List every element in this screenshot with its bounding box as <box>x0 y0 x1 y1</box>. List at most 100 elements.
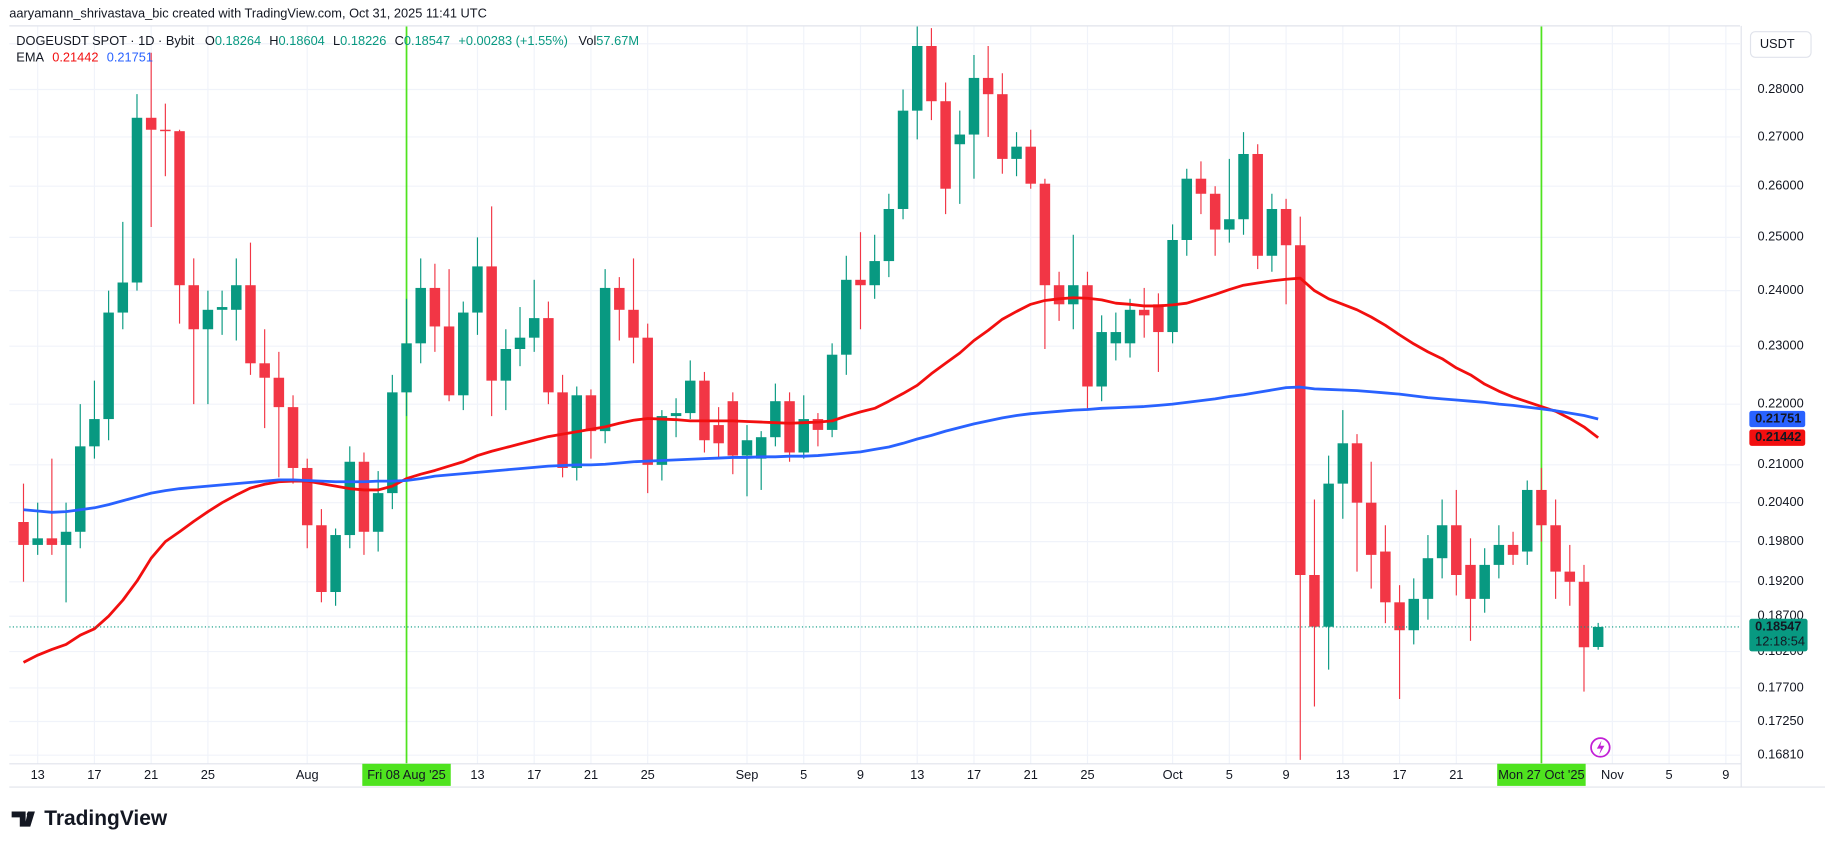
x-tick-label: 9 <box>1722 767 1729 782</box>
candle-body <box>500 349 512 381</box>
candle-body <box>1195 178 1207 194</box>
candle-body <box>1011 146 1022 159</box>
candle-body <box>472 266 483 313</box>
legend-open-label: O <box>205 34 215 49</box>
alert-icon[interactable] <box>1590 737 1611 758</box>
x-tick-label: 13 <box>1336 767 1350 782</box>
candle-body <box>869 261 880 286</box>
candle-body <box>543 318 554 393</box>
candle-body <box>1153 304 1164 333</box>
candle-body <box>968 77 980 135</box>
candle-body <box>1493 544 1505 565</box>
y-tick-label: 0.17250 <box>1757 713 1803 728</box>
legend-indicator: EMA 0.21442 0.21751 <box>16 50 153 65</box>
candle-body <box>301 467 313 526</box>
x-tick-label: 13 <box>910 767 924 782</box>
candle-body <box>926 45 937 102</box>
candle-body <box>557 392 568 468</box>
legend-high-label: H <box>269 34 278 49</box>
marker-label: Mon 27 Oct '25 <box>1498 767 1584 782</box>
legend-open: 0.18264 <box>215 34 261 49</box>
y-tick-label: 0.21000 <box>1757 456 1803 471</box>
candle-body <box>89 419 100 447</box>
candle-body <box>160 129 171 132</box>
legend-volume-label: Vol <box>579 34 597 49</box>
candle-body <box>897 110 909 209</box>
legend-ohlc: DOGEUSDT SPOT · 1D · Bybit O0.18264 H0.1… <box>16 34 639 49</box>
alert-bolt[interactable] <box>1596 740 1605 755</box>
candle-body <box>727 401 739 456</box>
candle-body <box>415 287 426 344</box>
candle-body <box>812 419 824 430</box>
x-tick-label: 25 <box>1080 767 1094 782</box>
candle-body <box>32 538 43 545</box>
x-tick-label: 5 <box>1226 767 1233 782</box>
candle-body <box>1536 489 1547 526</box>
x-tick-label: 5 <box>1666 767 1673 782</box>
last-price-badge <box>1749 618 1808 652</box>
marker-label-box <box>1497 763 1586 786</box>
x-tick-label: 21 <box>1024 767 1038 782</box>
candle-body <box>1266 208 1278 256</box>
candle-body <box>614 287 625 310</box>
candle-body <box>1564 571 1576 582</box>
candle-body <box>245 285 256 364</box>
last-price-label: 0.18547 <box>1755 618 1801 633</box>
marker-label: Fri 08 Aug '25 <box>367 767 446 782</box>
candle-body <box>486 266 497 381</box>
candle-body <box>1252 153 1263 256</box>
candle-body <box>330 535 341 593</box>
candle-body <box>1181 178 1193 240</box>
x-tick-label: 9 <box>1283 767 1290 782</box>
candle-body <box>1295 245 1306 575</box>
x-tick-label: 21 <box>584 767 598 782</box>
alert-circle[interactable] <box>1590 737 1611 758</box>
currency-button-box[interactable] <box>1749 31 1812 58</box>
x-tick-label: 21 <box>144 767 158 782</box>
candle-body <box>273 377 285 408</box>
candle-body <box>798 419 809 453</box>
indicator-name: EMA <box>16 50 44 65</box>
candle-body <box>1479 564 1490 599</box>
candle-body <box>1124 309 1136 344</box>
y-tick-label: 0.16810 <box>1757 747 1803 762</box>
candle-body <box>1365 502 1377 555</box>
candle-body <box>145 117 157 130</box>
legend-change: +0.00283 (+1.55%) <box>458 34 568 49</box>
indicator-value: 0.21442 <box>52 50 98 65</box>
x-tick-label: 9 <box>857 767 864 782</box>
candle-body <box>216 307 228 310</box>
candle-body <box>188 285 199 330</box>
legend-symbol: DOGEUSDT SPOT · 1D · Bybit <box>16 34 194 49</box>
candle-body <box>1578 581 1590 648</box>
y-tick-label: 0.23000 <box>1757 338 1803 353</box>
brand: TradingView <box>11 807 168 830</box>
indicator-badge-label: 0.21442 <box>1755 429 1801 444</box>
candle-body <box>1436 525 1448 559</box>
candle-body <box>1422 558 1434 599</box>
candle-body <box>685 380 696 414</box>
x-tick-label: 25 <box>201 767 215 782</box>
candle-body <box>1096 332 1107 387</box>
candle-body <box>1209 193 1221 230</box>
candle-body <box>1138 309 1150 316</box>
candle-body <box>103 312 114 420</box>
x-tick-label: 17 <box>527 767 541 782</box>
candle-body <box>642 337 653 465</box>
candle-body <box>528 318 540 338</box>
candle-body <box>826 354 838 430</box>
candle-body <box>443 326 455 396</box>
x-tick-label: 17 <box>87 767 101 782</box>
candle-body <box>982 77 994 95</box>
candle-body <box>344 461 356 536</box>
candle-body <box>1039 183 1051 286</box>
indicator-badge <box>1749 410 1806 428</box>
indicator-value: 0.21751 <box>107 50 153 65</box>
candle-body <box>656 416 668 465</box>
candle-body <box>841 279 852 355</box>
candle-body <box>713 425 724 444</box>
x-tick-label: 17 <box>967 767 981 782</box>
currency-label[interactable]: USDT <box>1760 36 1795 51</box>
currency-button[interactable]: USDT <box>1749 31 1812 58</box>
